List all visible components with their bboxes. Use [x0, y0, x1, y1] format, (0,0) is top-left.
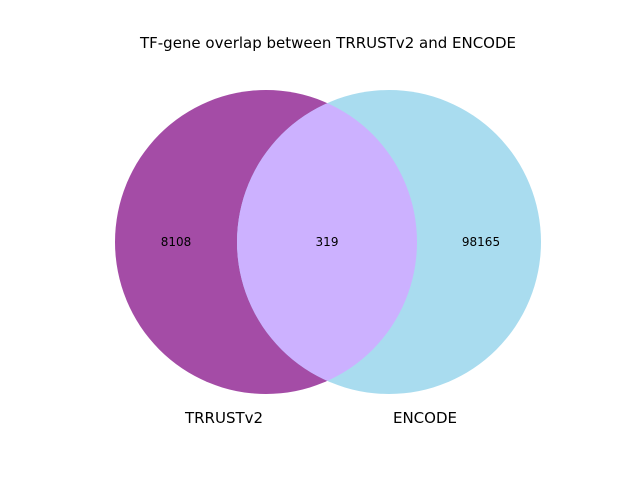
set-label-encode: ENCODE: [393, 409, 457, 427]
encode-only-count: 98165: [462, 235, 500, 249]
intersection-count: 319: [316, 235, 339, 249]
set-label-trrustv2: TRRUSTv2: [184, 409, 263, 427]
intersection-region: [237, 90, 417, 394]
diagram-title: TF-gene overlap between TRRUSTv2 and ENC…: [139, 34, 516, 52]
trrustv2-only-count: 8108: [161, 235, 192, 249]
